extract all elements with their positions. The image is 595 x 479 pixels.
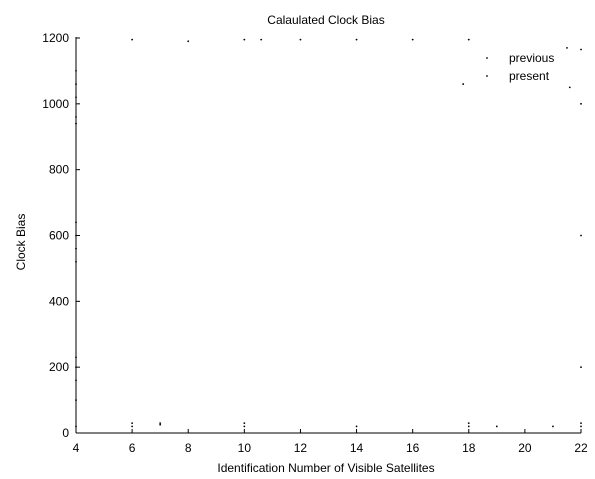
data-point-present [75,356,77,359]
data-point-previous [75,366,77,369]
data-point-previous [355,38,358,41]
x-tick-label: 18 [462,441,476,455]
data-point-previous [467,425,470,428]
data-point-previous [75,425,77,428]
data-point-previous [495,425,498,428]
data-point-present [243,422,246,425]
data-point-previous [75,221,77,224]
data-point-present [159,423,162,426]
data-point-previous [131,38,134,41]
data-point-previous [159,422,162,425]
data-point-previous [467,38,470,41]
x-tick-label: 4 [73,441,80,455]
data-point-present [75,260,77,263]
data-point-previous [580,425,582,428]
data-point-previous [243,38,246,41]
data-point-previous [75,70,77,72]
y-ticks: 0 200 400 600 800 1000 1200 [42,31,80,440]
x-ticks: 4 6 8 10 12 14 16 18 20 22 [73,429,588,455]
y-tick-label: 1000 [42,97,69,111]
data-point-previous [260,38,263,41]
legend-marker-present [486,75,488,77]
x-tick-label: 6 [129,441,136,455]
data-point-present [75,122,77,125]
data-point-previous [552,425,554,428]
legend-label-previous: previous [509,51,554,65]
data-point-previous [75,116,77,118]
y-axis-label: Clock Bias [14,214,28,271]
data-point-previous [75,234,77,237]
data-point-previous [568,86,571,89]
y-tick-label: 0 [62,426,69,440]
data-point-present [580,366,582,369]
data-point-present [299,38,302,41]
data-points [75,38,582,428]
x-tick-label: 8 [185,441,192,455]
x-tick-label: 14 [350,441,364,455]
data-point-present [411,38,414,41]
data-point-present [580,422,582,425]
data-point-present [75,379,77,382]
data-point-present [580,234,582,237]
data-point-present [75,96,77,99]
data-point-previous [75,83,77,85]
y-tick-label: 200 [49,360,69,374]
y-tick-label: 600 [49,229,69,243]
y-tick-label: 400 [49,294,69,308]
data-point-present [467,422,470,425]
x-axis-label: Identification Number of Visible Satelli… [217,461,434,475]
data-point-present [566,46,568,49]
data-point-previous [580,48,582,51]
legend-marker-previous [486,57,488,59]
data-point-present [131,422,134,425]
data-point-previous [187,40,190,43]
x-tick-label: 20 [518,441,532,455]
x-tick-label: 12 [294,441,308,455]
data-point-previous [462,83,465,85]
data-point-previous [131,425,134,428]
y-tick-label: 800 [49,163,69,177]
y-tick-label: 1200 [42,31,69,45]
x-tick-label: 10 [238,441,252,455]
chart-title: Calaulated Clock Bias [267,13,384,27]
data-point-present [355,425,358,428]
data-point-previous [243,425,246,428]
legend-label-present: present [509,69,550,83]
x-tick-label: 16 [406,441,420,455]
data-point-present [75,399,77,401]
x-tick-label: 22 [574,441,588,455]
legend: previous present [486,51,554,83]
data-point-present [75,247,77,250]
data-point-previous [580,102,582,105]
